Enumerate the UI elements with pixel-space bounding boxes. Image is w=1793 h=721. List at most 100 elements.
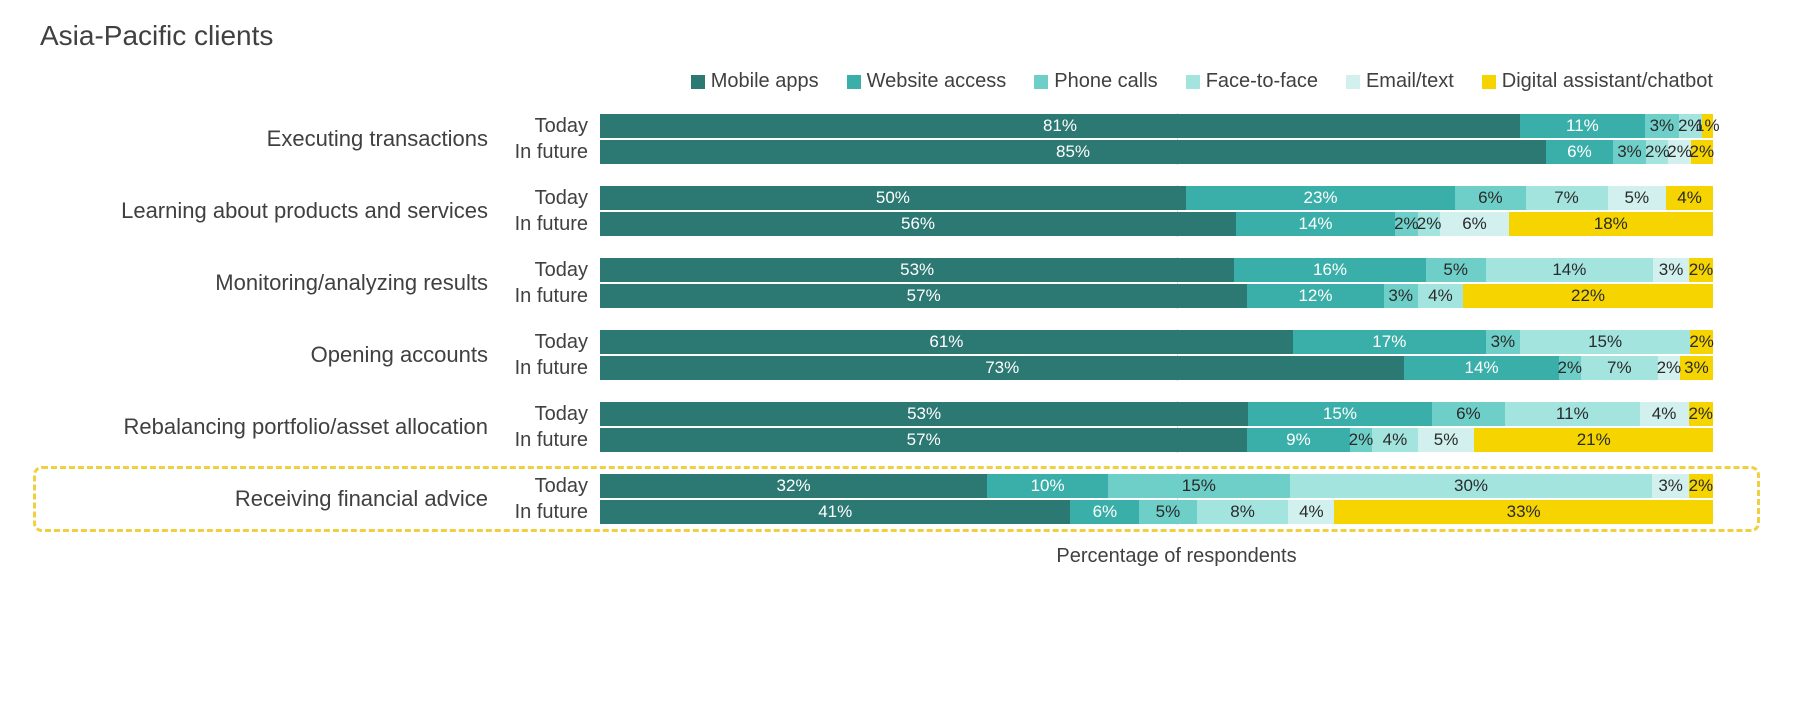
bar-segment: 5% bbox=[1426, 258, 1486, 282]
chart-area: Executing transactionsTodayIn future81%1… bbox=[40, 113, 1753, 525]
activity-label: Opening accounts bbox=[40, 329, 500, 381]
segment-value: 30% bbox=[1454, 476, 1488, 496]
bar-row: 41%6%5%8%4%33% bbox=[600, 500, 1713, 524]
segment-value: 6% bbox=[1567, 142, 1592, 162]
activity-group: Rebalancing portfolio/asset allocationTo… bbox=[40, 401, 1753, 453]
segment-value: 53% bbox=[900, 260, 934, 280]
bar-segment: 6% bbox=[1455, 186, 1525, 210]
bar-segment: 57% bbox=[600, 284, 1247, 308]
period-column: TodayIn future bbox=[500, 329, 600, 381]
bar-segment: 6% bbox=[1440, 212, 1508, 236]
bar-segment: 14% bbox=[1404, 356, 1558, 380]
period-label: In future bbox=[500, 355, 600, 381]
activity-label: Monitoring/analyzing results bbox=[40, 257, 500, 309]
segment-value: 15% bbox=[1323, 404, 1357, 424]
legend-label: Phone calls bbox=[1054, 70, 1157, 93]
bars-column: 50%23%6%7%5%4%56%14%2%2%6%18% bbox=[600, 185, 1753, 237]
segment-value: 3% bbox=[1684, 358, 1709, 378]
activity-label: Rebalancing portfolio/asset allocation bbox=[40, 401, 500, 453]
segment-value: 85% bbox=[1056, 142, 1090, 162]
activity-label: Learning about products and services bbox=[40, 185, 500, 237]
bar-row: 50%23%6%7%5%4% bbox=[600, 186, 1713, 210]
segment-value: 7% bbox=[1554, 188, 1579, 208]
segment-value: 56% bbox=[901, 214, 935, 234]
bar-segment: 6% bbox=[1432, 402, 1505, 426]
segment-value: 8% bbox=[1230, 502, 1255, 522]
segment-value: 15% bbox=[1182, 476, 1216, 496]
bar-segment: 53% bbox=[600, 258, 1234, 282]
bar-segment: 14% bbox=[1486, 258, 1654, 282]
period-label: In future bbox=[500, 211, 600, 237]
legend-item: Mobile apps bbox=[691, 70, 819, 93]
segment-value: 2% bbox=[1689, 476, 1714, 496]
legend-item: Face-to-face bbox=[1186, 70, 1318, 93]
segment-value: 57% bbox=[907, 430, 941, 450]
bar-segment: 2% bbox=[1646, 140, 1668, 164]
legend: Mobile apps Website access Phone calls Face… bbox=[40, 70, 1753, 93]
segment-value: 2% bbox=[1689, 332, 1714, 352]
segment-value: 3% bbox=[1491, 332, 1516, 352]
bar-segment: 4% bbox=[1372, 428, 1417, 452]
segment-value: 33% bbox=[1507, 502, 1541, 522]
period-label: In future bbox=[500, 499, 600, 525]
bar-row: 56%14%2%2%6%18% bbox=[600, 212, 1713, 236]
segment-value: 14% bbox=[1465, 358, 1499, 378]
activity-label: Executing transactions bbox=[40, 113, 500, 165]
legend-label: Mobile apps bbox=[711, 70, 819, 93]
bars-column: 61%17%3%15%2%73%14%2%7%2%3% bbox=[600, 329, 1753, 381]
segment-value: 4% bbox=[1428, 286, 1453, 306]
bar-segment: 50% bbox=[600, 186, 1186, 210]
segment-value: 5% bbox=[1434, 430, 1459, 450]
bar-segment: 2% bbox=[1668, 140, 1690, 164]
bar-segment: 2% bbox=[1418, 212, 1441, 236]
bar-segment: 2% bbox=[1689, 258, 1713, 282]
legend-swatch bbox=[691, 75, 705, 89]
bar-segment: 15% bbox=[1520, 330, 1690, 354]
segment-value: 57% bbox=[907, 286, 941, 306]
legend-item: Phone calls bbox=[1034, 70, 1157, 93]
period-label: Today bbox=[500, 401, 600, 427]
segment-value: 2% bbox=[1689, 260, 1714, 280]
bar-row: 57%9%2%4%5%21% bbox=[600, 428, 1713, 452]
segment-value: 14% bbox=[1298, 214, 1332, 234]
segment-value: 6% bbox=[1462, 214, 1487, 234]
bar-segment: 73% bbox=[600, 356, 1404, 380]
bar-segment: 30% bbox=[1290, 474, 1653, 498]
segment-value: 3% bbox=[1388, 286, 1413, 306]
bar-segment: 2% bbox=[1395, 212, 1418, 236]
segment-value: 53% bbox=[907, 404, 941, 424]
bar-segment: 32% bbox=[600, 474, 987, 498]
legend-item: Website access bbox=[847, 70, 1007, 93]
segment-value: 22% bbox=[1571, 286, 1605, 306]
chart-title: Asia-Pacific clients bbox=[40, 20, 1753, 52]
segment-value: 14% bbox=[1552, 260, 1586, 280]
segment-value: 23% bbox=[1303, 188, 1337, 208]
period-label: In future bbox=[500, 139, 600, 165]
period-label: Today bbox=[500, 113, 600, 139]
segment-value: 2% bbox=[1557, 358, 1582, 378]
bar-segment: 2% bbox=[1559, 356, 1581, 380]
bar-segment: 56% bbox=[600, 212, 1236, 236]
bar-segment: 4% bbox=[1666, 186, 1713, 210]
bar-segment: 9% bbox=[1247, 428, 1349, 452]
bar-segment: 17% bbox=[1293, 330, 1486, 354]
bar-segment: 3% bbox=[1653, 258, 1689, 282]
segment-value: 6% bbox=[1456, 404, 1481, 424]
bar-segment: 7% bbox=[1581, 356, 1658, 380]
period-label: In future bbox=[500, 283, 600, 309]
segment-value: 11% bbox=[1566, 116, 1599, 136]
segment-value: 4% bbox=[1299, 502, 1324, 522]
segment-value: 21% bbox=[1577, 430, 1611, 450]
bar-row: 53%16%5%14%3%2% bbox=[600, 258, 1713, 282]
bar-segment: 3% bbox=[1486, 330, 1520, 354]
bars-column: 32%10%15%30%3%2%41%6%5%8%4%33% bbox=[600, 473, 1753, 525]
segment-value: 10% bbox=[1031, 476, 1065, 496]
bar-row: 32%10%15%30%3%2% bbox=[600, 474, 1713, 498]
period-label: Today bbox=[500, 257, 600, 283]
segment-value: 15% bbox=[1588, 332, 1622, 352]
bars-column: 53%15%6%11%4%2%57%9%2%4%5%21% bbox=[600, 401, 1753, 453]
bar-segment: 6% bbox=[1070, 500, 1139, 524]
period-label: Today bbox=[500, 185, 600, 211]
bar-segment: 3% bbox=[1645, 114, 1679, 138]
segment-value: 3% bbox=[1617, 142, 1642, 162]
